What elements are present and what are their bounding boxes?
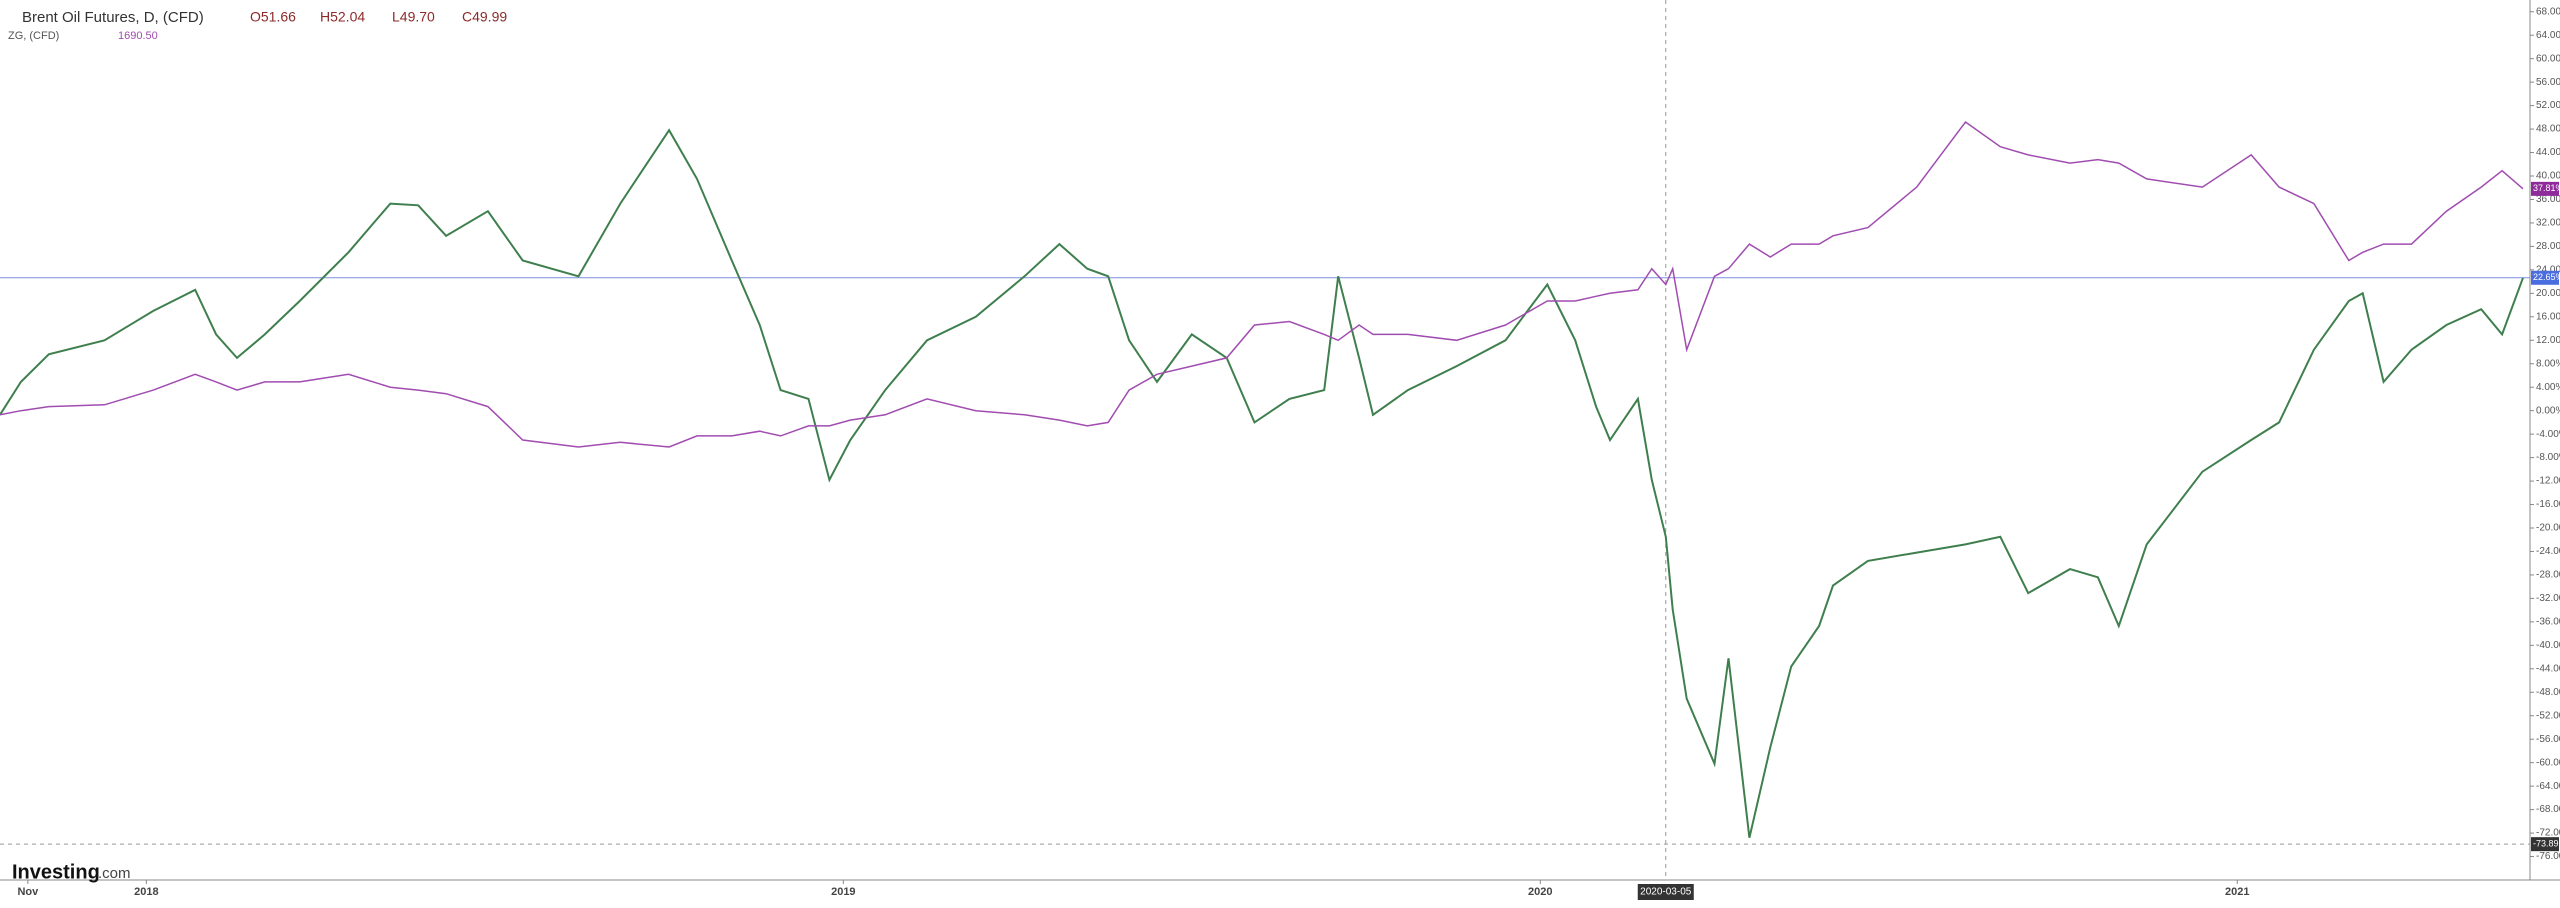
y-tick-label: 32.00%	[2536, 218, 2560, 229]
series-line	[0, 120, 2524, 448]
brand: Investing	[12, 861, 100, 883]
price-badge: 22.65%	[2533, 272, 2560, 282]
brand-suffix: .com	[98, 865, 131, 882]
y-tick-label: 56.00%	[2536, 77, 2560, 88]
compare-badge-box	[2531, 181, 2559, 196]
y-tick-label: 64.00%	[2536, 30, 2560, 41]
y-tick-label: -68.00%	[2536, 804, 2560, 815]
y-tick-label: -40.00%	[2536, 640, 2560, 651]
price-badge-box	[2531, 270, 2559, 285]
compare-title: ZG, (CFD)	[8, 30, 59, 42]
chart-title: Brent Oil Futures, D, (CFD)	[22, 9, 204, 26]
crosshair-x-box	[1637, 884, 1694, 900]
crosshair-x-label: 2020-03-05	[1640, 887, 1692, 898]
compare-value: 1690.50	[118, 30, 158, 42]
y-tick-label: -60.00%	[2536, 757, 2560, 768]
x-tick-label: 2018	[134, 886, 158, 898]
y-tick-label: -32.00%	[2536, 593, 2560, 604]
y-tick-label: -76.00%	[2536, 851, 2560, 862]
y-tick-label: -56.00%	[2536, 734, 2560, 745]
y-tick-label: -12.00%	[2536, 476, 2560, 487]
x-tick-label: 2019	[831, 886, 855, 898]
y-tick-label: -24.00%	[2536, 546, 2560, 557]
compare-badge: 37.81%	[2533, 183, 2560, 193]
y-tick-label: -52.00%	[2536, 710, 2560, 721]
y-tick-label: 20.00%	[2536, 288, 2560, 299]
crosshair-y-badge-box	[2531, 837, 2559, 852]
ohlc-close: C49.99	[462, 9, 507, 25]
y-tick-label: 28.00%	[2536, 241, 2560, 252]
y-tick-label: 24.00%	[2536, 265, 2560, 276]
y-tick-label: -48.00%	[2536, 687, 2560, 698]
y-tick-label: -36.00%	[2536, 617, 2560, 628]
y-tick-label: -4.00%	[2536, 429, 2560, 440]
ohlc-high: H52.04	[320, 9, 365, 25]
series-line	[0, 128, 2524, 839]
y-tick-label: 52.00%	[2536, 100, 2560, 111]
y-tick-label: -8.00%	[2536, 452, 2560, 463]
y-tick-label: -28.00%	[2536, 570, 2560, 581]
y-tick-label: 48.00%	[2536, 124, 2560, 135]
y-tick-label: 0.00%	[2536, 405, 2560, 416]
y-tick-label: 16.00%	[2536, 311, 2560, 322]
x-tick-label: Nov	[17, 886, 39, 898]
x-tick-label: 2020	[1528, 886, 1552, 898]
ohlc-open: O51.66	[250, 9, 296, 25]
y-tick-label: 40.00%	[2536, 171, 2560, 182]
y-tick-label: 60.00%	[2536, 53, 2560, 64]
y-tick-label: -64.00%	[2536, 781, 2560, 792]
y-tick-label: 36.00%	[2536, 194, 2560, 205]
y-tick-label: 4.00%	[2536, 382, 2560, 393]
crosshair-y-badge: -73.89	[2533, 839, 2559, 849]
y-tick-label: -16.00%	[2536, 499, 2560, 510]
y-tick-label: -44.00%	[2536, 663, 2560, 674]
x-tick-label: 2021	[2225, 886, 2249, 898]
ohlc-low: L49.70	[392, 9, 435, 25]
y-tick-label: 8.00%	[2536, 358, 2560, 369]
y-tick-label: 12.00%	[2536, 335, 2560, 346]
y-tick-label: 44.00%	[2536, 147, 2560, 158]
y-tick-label: -72.00%	[2536, 828, 2560, 839]
y-tick-label: -20.00%	[2536, 523, 2560, 534]
y-tick-label: 68.00%	[2536, 6, 2560, 17]
